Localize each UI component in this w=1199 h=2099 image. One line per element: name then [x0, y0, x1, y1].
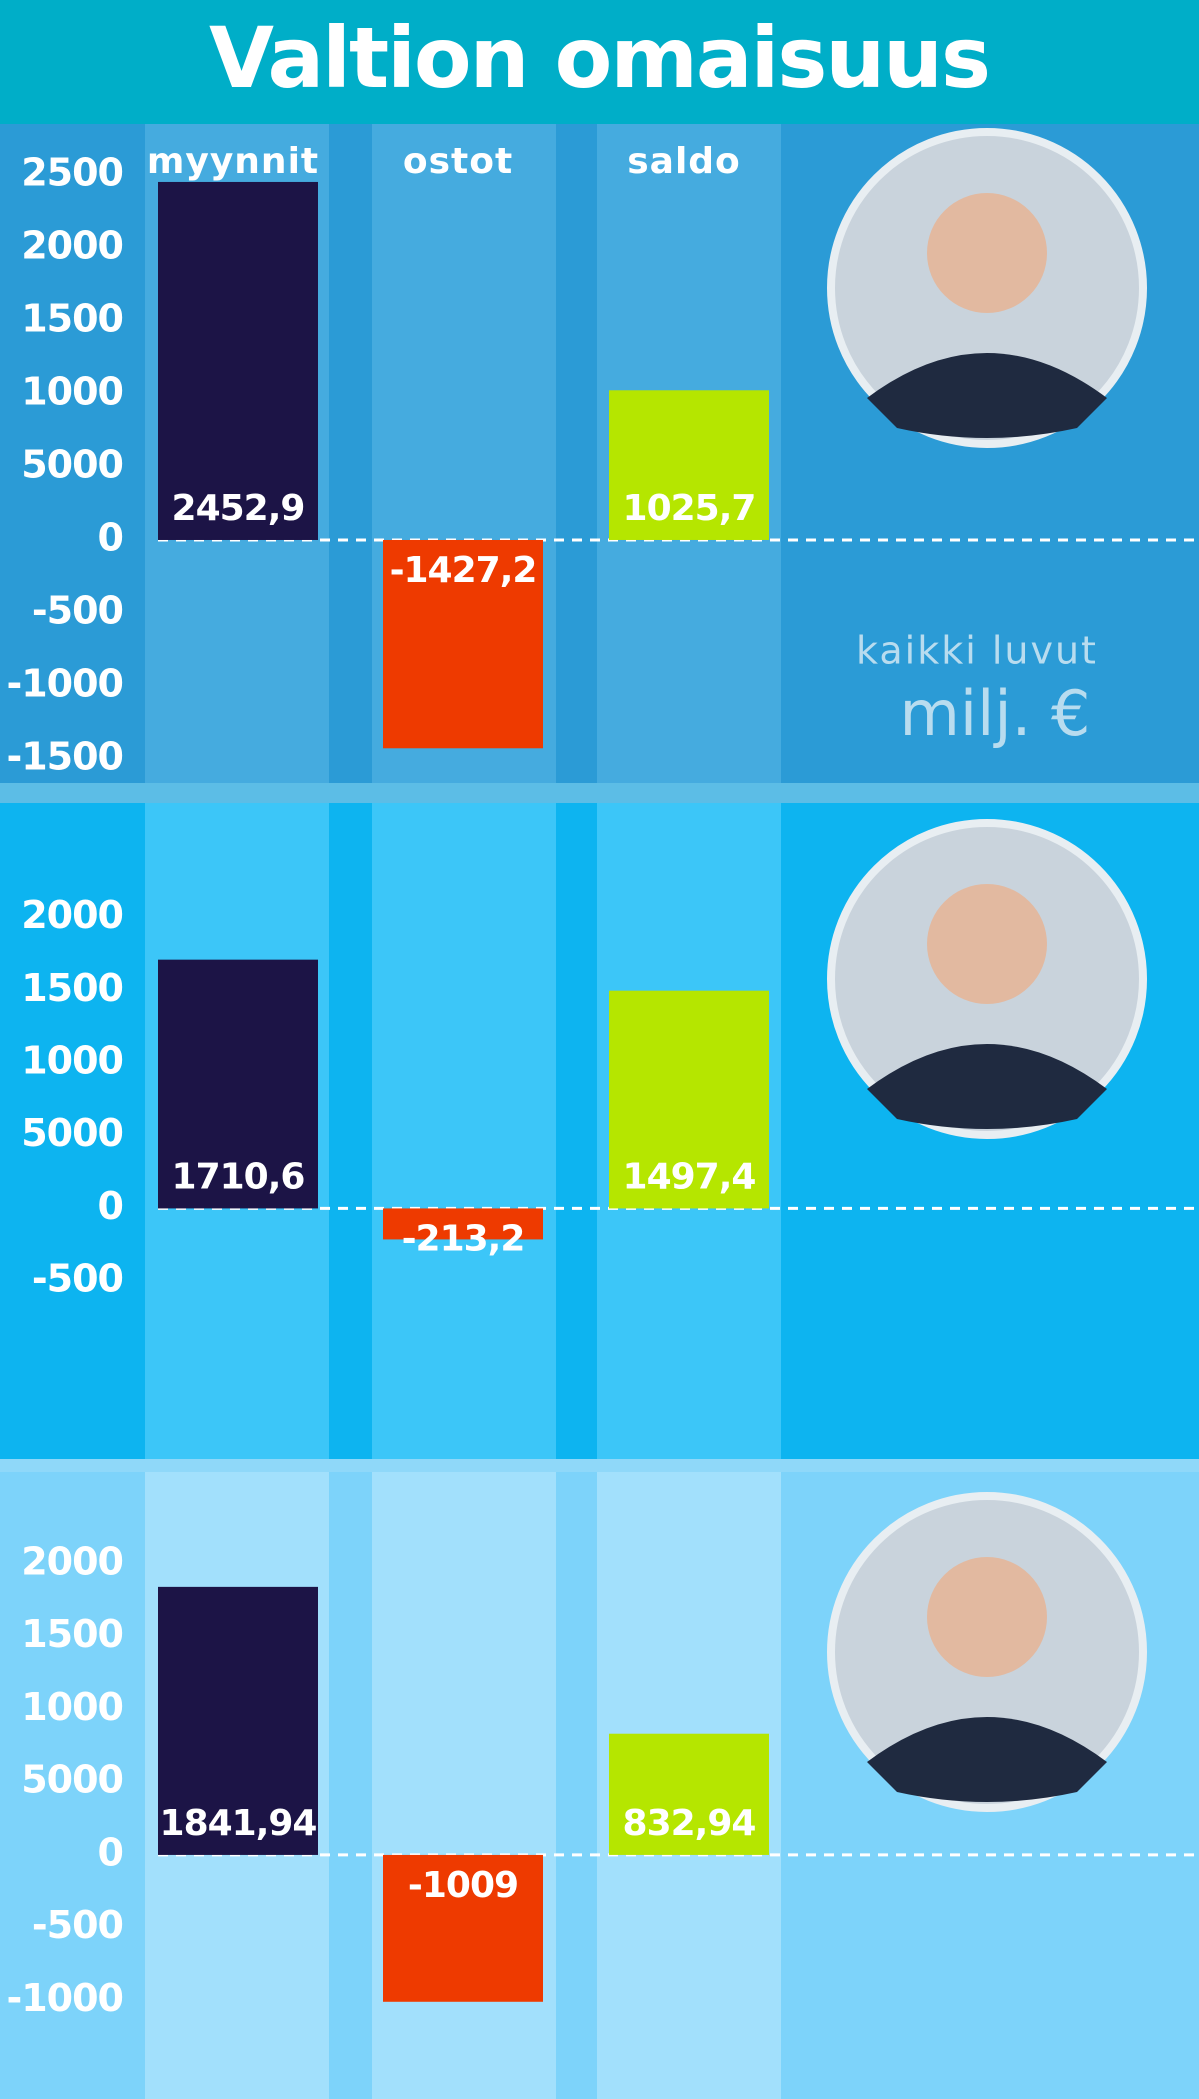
y-tick-label: 0 — [98, 1184, 123, 1228]
title: Valtion omaisuus — [209, 9, 989, 107]
y-tick-label: 2000 — [21, 1539, 123, 1583]
y-tick-label: -1000 — [6, 661, 123, 705]
bar — [158, 1586, 318, 1855]
y-tick-label: 1000 — [21, 370, 123, 414]
y-tick-label: 2000 — [21, 224, 123, 268]
y-tick-label: 1500 — [21, 966, 123, 1010]
portrait-body — [867, 1044, 1107, 1129]
y-tick-label: 0 — [98, 1830, 123, 1874]
value-label: 1710,6 — [172, 1156, 305, 1197]
y-tick-label: 5000 — [21, 1111, 123, 1155]
bar — [383, 1208, 543, 1240]
column-stripe — [372, 803, 556, 1459]
separator — [0, 783, 1199, 803]
y-tick-label: 1500 — [21, 297, 123, 341]
bar — [158, 959, 318, 1209]
portrait-body — [867, 353, 1107, 438]
separator — [0, 1459, 1199, 1472]
annotation: milj. € — [900, 677, 1091, 750]
bar — [158, 181, 318, 540]
portrait-head — [927, 193, 1047, 313]
value-label: -213,2 — [402, 1218, 525, 1259]
y-tick-label: 2000 — [21, 893, 123, 937]
value-label: 832,94 — [623, 1803, 756, 1844]
bar — [609, 1733, 769, 1855]
y-tick-label: 1000 — [21, 1685, 123, 1729]
header-bg — [0, 0, 1199, 124]
y-tick-label: 2500 — [21, 151, 123, 195]
y-tick-label: -1000 — [6, 1976, 123, 2020]
value-label: 2452,9 — [172, 488, 305, 529]
y-tick-label: 5000 — [21, 1758, 123, 1802]
bar — [383, 539, 543, 749]
annotation: kaikki luvut — [856, 629, 1098, 673]
y-tick-label: 5000 — [21, 443, 123, 487]
y-tick-label: -1500 — [6, 734, 123, 778]
bar — [609, 390, 769, 540]
column-stripe — [372, 1472, 556, 2099]
category-label: ostot — [403, 141, 513, 182]
value-label: 1841,94 — [160, 1803, 317, 1844]
value-label: -1427,2 — [390, 550, 537, 591]
y-tick-label: -500 — [32, 588, 123, 632]
portrait-body — [867, 1717, 1107, 1802]
y-tick-label: 1500 — [21, 1612, 123, 1656]
y-tick-label: 1000 — [21, 1038, 123, 1082]
y-tick-label: -500 — [32, 1903, 123, 1947]
category-label: myynnit — [147, 141, 319, 182]
value-label: 1497,4 — [623, 1156, 756, 1197]
value-label: 1025,7 — [623, 488, 756, 529]
portrait-head — [927, 884, 1047, 1004]
value-label: -1009 — [408, 1865, 518, 1906]
y-tick-label: -500 — [32, 1257, 123, 1301]
y-tick-label: 0 — [98, 515, 123, 559]
bar — [383, 1854, 543, 2002]
category-label: saldo — [627, 141, 741, 182]
bar — [609, 990, 769, 1209]
portrait-head — [927, 1557, 1047, 1677]
